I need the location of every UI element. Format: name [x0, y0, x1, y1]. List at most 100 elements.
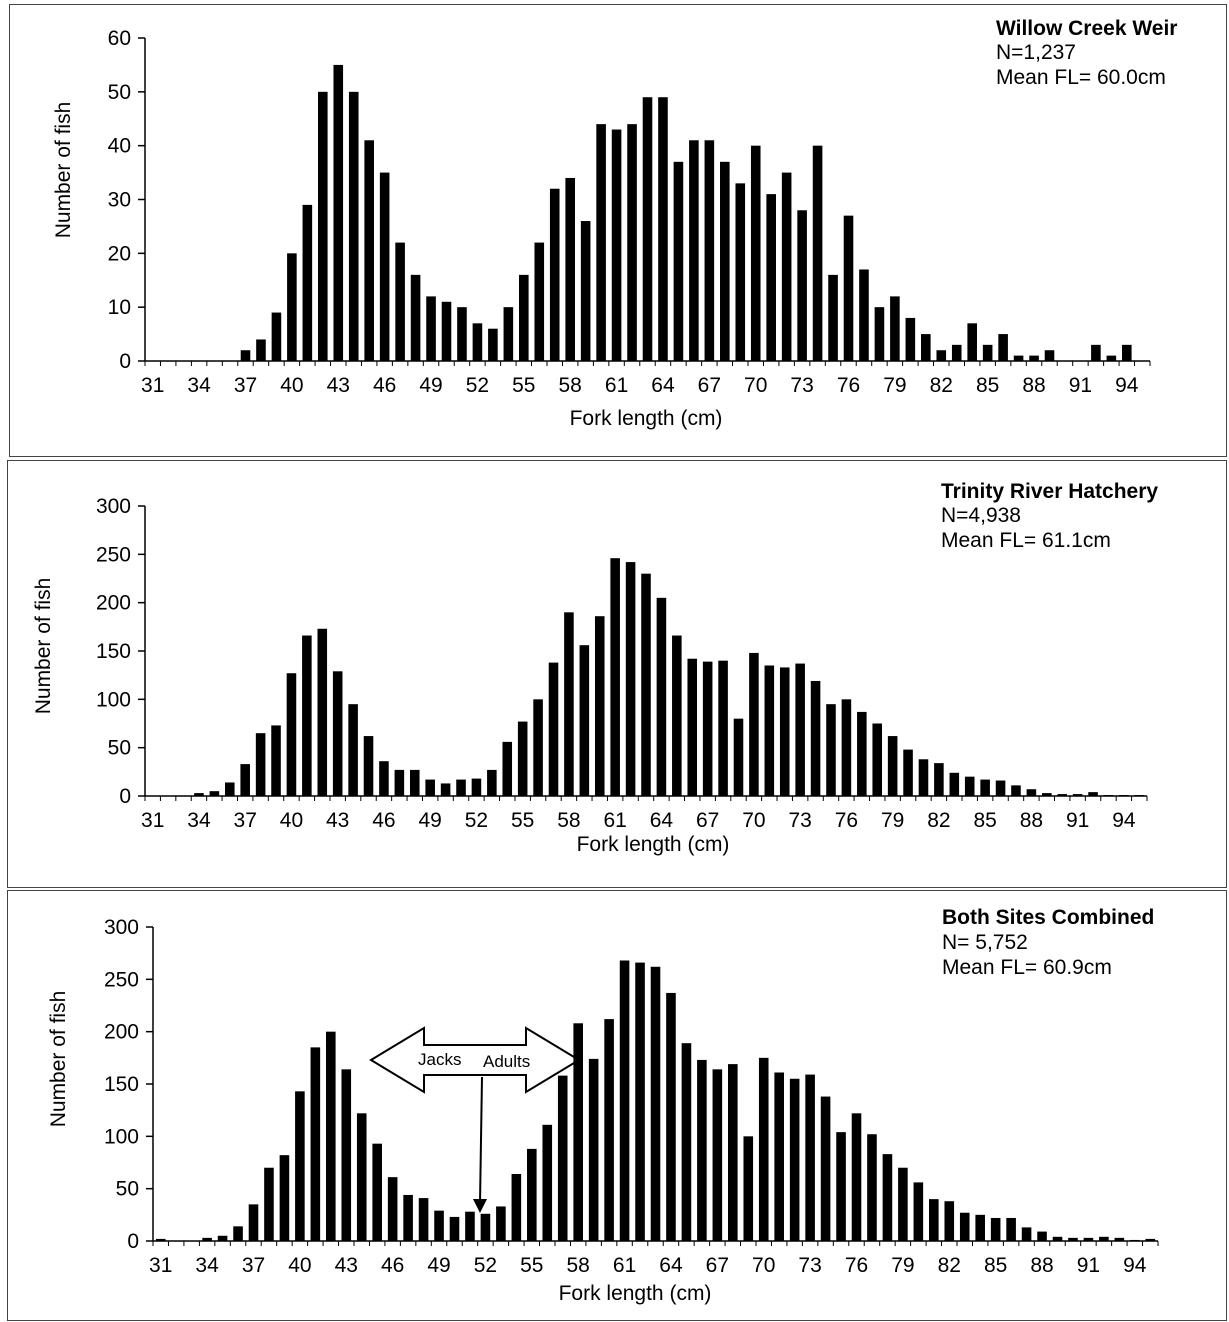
y-tick-label: 50: [108, 81, 131, 104]
bar: [579, 645, 590, 796]
bar: [255, 733, 266, 796]
y-tick-label: 0: [119, 350, 131, 373]
x-tick-label: 67: [696, 809, 719, 832]
bar: [720, 161, 730, 361]
bar: [967, 323, 977, 361]
x-tick-label: 94: [1115, 374, 1139, 397]
bar: [857, 711, 867, 796]
x-tick-label: 79: [881, 809, 904, 832]
x-tick-label: 70: [744, 374, 767, 397]
y-tick-label: 150: [104, 1073, 139, 1096]
x-tick-label: 55: [511, 809, 534, 832]
y-axis-title: Number of fish: [52, 102, 75, 239]
bar: [975, 1214, 985, 1241]
bar: [1091, 344, 1101, 361]
bar: [332, 671, 343, 796]
bar: [256, 339, 266, 361]
bar: [511, 1174, 522, 1241]
bar: [666, 992, 676, 1241]
bar: [542, 1124, 553, 1241]
x-tick-label: 64: [659, 1254, 683, 1277]
bar: [1088, 792, 1098, 796]
bar: [1013, 355, 1024, 361]
bar: [750, 145, 761, 361]
bar: [487, 769, 497, 796]
bar: [812, 145, 823, 361]
x-tick-label: 85: [973, 809, 996, 832]
x-tick-label: 61: [613, 1254, 636, 1277]
trinity-river-chart: Trinity River Hatchery N=4,938 Mean FL= …: [32, 480, 1158, 856]
bar: [565, 177, 575, 361]
x-tick-label: 46: [373, 374, 396, 397]
bar: [733, 718, 744, 796]
bar: [625, 562, 636, 796]
bar: [379, 761, 389, 796]
bar: [471, 778, 482, 796]
x-tick-label: 94: [1123, 1254, 1147, 1277]
bar: [426, 296, 436, 361]
bar: [843, 215, 854, 361]
bar: [898, 1167, 908, 1241]
y-tick-label: 0: [119, 785, 131, 808]
bar: [656, 597, 667, 796]
bar: [271, 725, 281, 796]
chart-note-mean: Mean FL= 61.1cm: [941, 529, 1111, 552]
bar: [1029, 355, 1039, 361]
bar: [434, 1210, 444, 1241]
x-tick-label: 52: [474, 1254, 497, 1277]
x-tick-label: 70: [752, 1254, 775, 1277]
y-tick-label: 300: [96, 495, 131, 518]
willow-creek-chart: Willow Creek Weir N=1,237 Mean FL= 60.0c…: [52, 17, 1177, 430]
divider-arrow-line: [479, 1076, 483, 1204]
x-tick-label: 40: [280, 374, 303, 397]
x-tick-label: 52: [466, 374, 489, 397]
bar: [820, 1096, 831, 1241]
bar: [681, 1043, 692, 1241]
bar: [743, 1136, 754, 1241]
bar: [998, 334, 1008, 361]
bar: [286, 673, 297, 796]
x-tick-label: 88: [1020, 809, 1043, 832]
bar: [905, 317, 916, 361]
bar: [394, 769, 405, 796]
x-tick-label: 64: [651, 374, 675, 397]
bar: [517, 721, 528, 796]
bar: [333, 64, 344, 362]
x-tick-label: 49: [419, 809, 442, 832]
combined-chart: Both Sites Combined N= 5,752 Mean FL= 60…: [47, 906, 1159, 1305]
bar: [533, 699, 543, 796]
bar: [1011, 785, 1021, 796]
bar: [959, 1212, 970, 1241]
bar: [982, 344, 993, 361]
x-tick-label: 31: [149, 1254, 172, 1277]
bar: [673, 161, 684, 361]
bar: [1145, 1238, 1156, 1241]
bar: [1037, 1231, 1047, 1241]
y-tick-label: 0: [127, 1230, 139, 1253]
x-tick-label: 88: [1022, 374, 1045, 397]
bar: [302, 204, 313, 361]
bar: [702, 661, 713, 796]
bar: [456, 779, 466, 796]
bar: [789, 1078, 800, 1241]
bar: [356, 1113, 367, 1241]
bar: [409, 769, 420, 796]
bar: [779, 667, 790, 796]
bar: [851, 1113, 862, 1241]
down-arrow-icon: [473, 1199, 487, 1213]
x-tick-label: 46: [372, 809, 395, 832]
bar: [964, 776, 975, 796]
bar: [1026, 789, 1037, 796]
x-tick-label: 37: [234, 809, 257, 832]
x-tick-label: 73: [798, 1254, 821, 1277]
bar: [519, 274, 529, 361]
bar: [348, 704, 358, 796]
x-tick-label: 34: [195, 1254, 219, 1277]
bar: [936, 350, 947, 361]
bar: [949, 772, 960, 796]
bar: [650, 966, 661, 1241]
both-sites-combined-panel: Both Sites Combined N= 5,752 Mean FL= 60…: [7, 890, 1227, 1321]
bar: [658, 97, 668, 361]
bar: [797, 210, 807, 361]
y-tick-label: 300: [104, 916, 139, 939]
